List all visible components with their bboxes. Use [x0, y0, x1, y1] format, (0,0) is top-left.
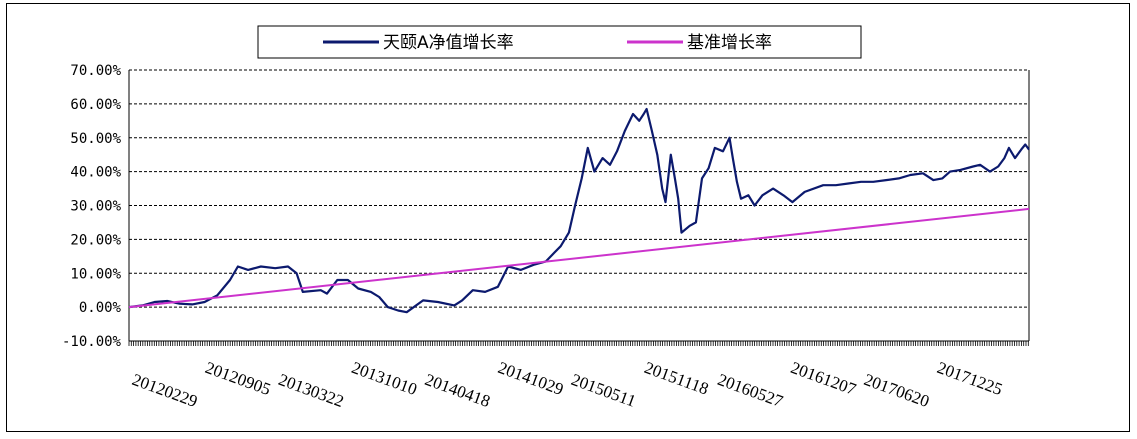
x-tick-label: 20160527 [715, 370, 786, 411]
x-tick-label: 20141029 [496, 358, 566, 399]
x-tick-label: 20171225 [935, 358, 1005, 399]
series-line-benchmark [128, 207, 1030, 309]
y-tick-label: 20.00% [70, 232, 121, 248]
x-tick-label: 20151118 [642, 358, 711, 399]
legend-label-nav: 天颐A净值增长率 [383, 33, 514, 53]
grid-lines [128, 69, 1030, 341]
x-tick-label: 20140418 [422, 370, 492, 411]
y-axis-labels: -10.00% 0.00% 10.00% 20.00% 30.00% 40.00% 50.0… [62, 63, 122, 350]
x-tick-label: 20170620 [861, 370, 931, 411]
legend-label-benchmark: 基准增长率 [687, 33, 772, 53]
y-tick-label: -10.00% [62, 334, 122, 350]
x-axis-ticks [128, 341, 1029, 346]
y-tick-label: 60.00% [70, 97, 121, 113]
legend: 天颐A净值增长率 基准增长率 [257, 25, 862, 59]
series-line-nav [128, 107, 1030, 314]
line-chart: -10.00% 0.00% 10.00% 20.00% 30.00% 40.00% 50.0… [62, 25, 1030, 411]
x-axis-labels: 20120229 20120905 20130322 20131010 20140418… [130, 358, 1005, 411]
y-tick-label: 30.00% [70, 199, 121, 215]
y-tick-label: 50.00% [70, 131, 121, 147]
x-tick-label: 20150511 [569, 370, 639, 411]
x-tick-label: 20161207 [788, 358, 859, 399]
x-tick-label: 20131010 [349, 358, 419, 399]
series-lines [128, 107, 1030, 314]
y-tick-label: 0.00% [79, 300, 122, 316]
x-tick-label: 20120229 [130, 370, 200, 411]
y-tick-label: 10.00% [70, 266, 121, 282]
y-tick-label: 40.00% [70, 165, 121, 181]
x-tick-label: 20130322 [276, 370, 346, 411]
x-tick-label: 20120905 [203, 358, 273, 399]
chart-frame: -10.00% 0.00% 10.00% 20.00% 30.00% 40.00% 50.0… [6, 3, 1130, 432]
y-tick-label: 70.00% [70, 63, 121, 79]
x-axis [128, 340, 1029, 346]
